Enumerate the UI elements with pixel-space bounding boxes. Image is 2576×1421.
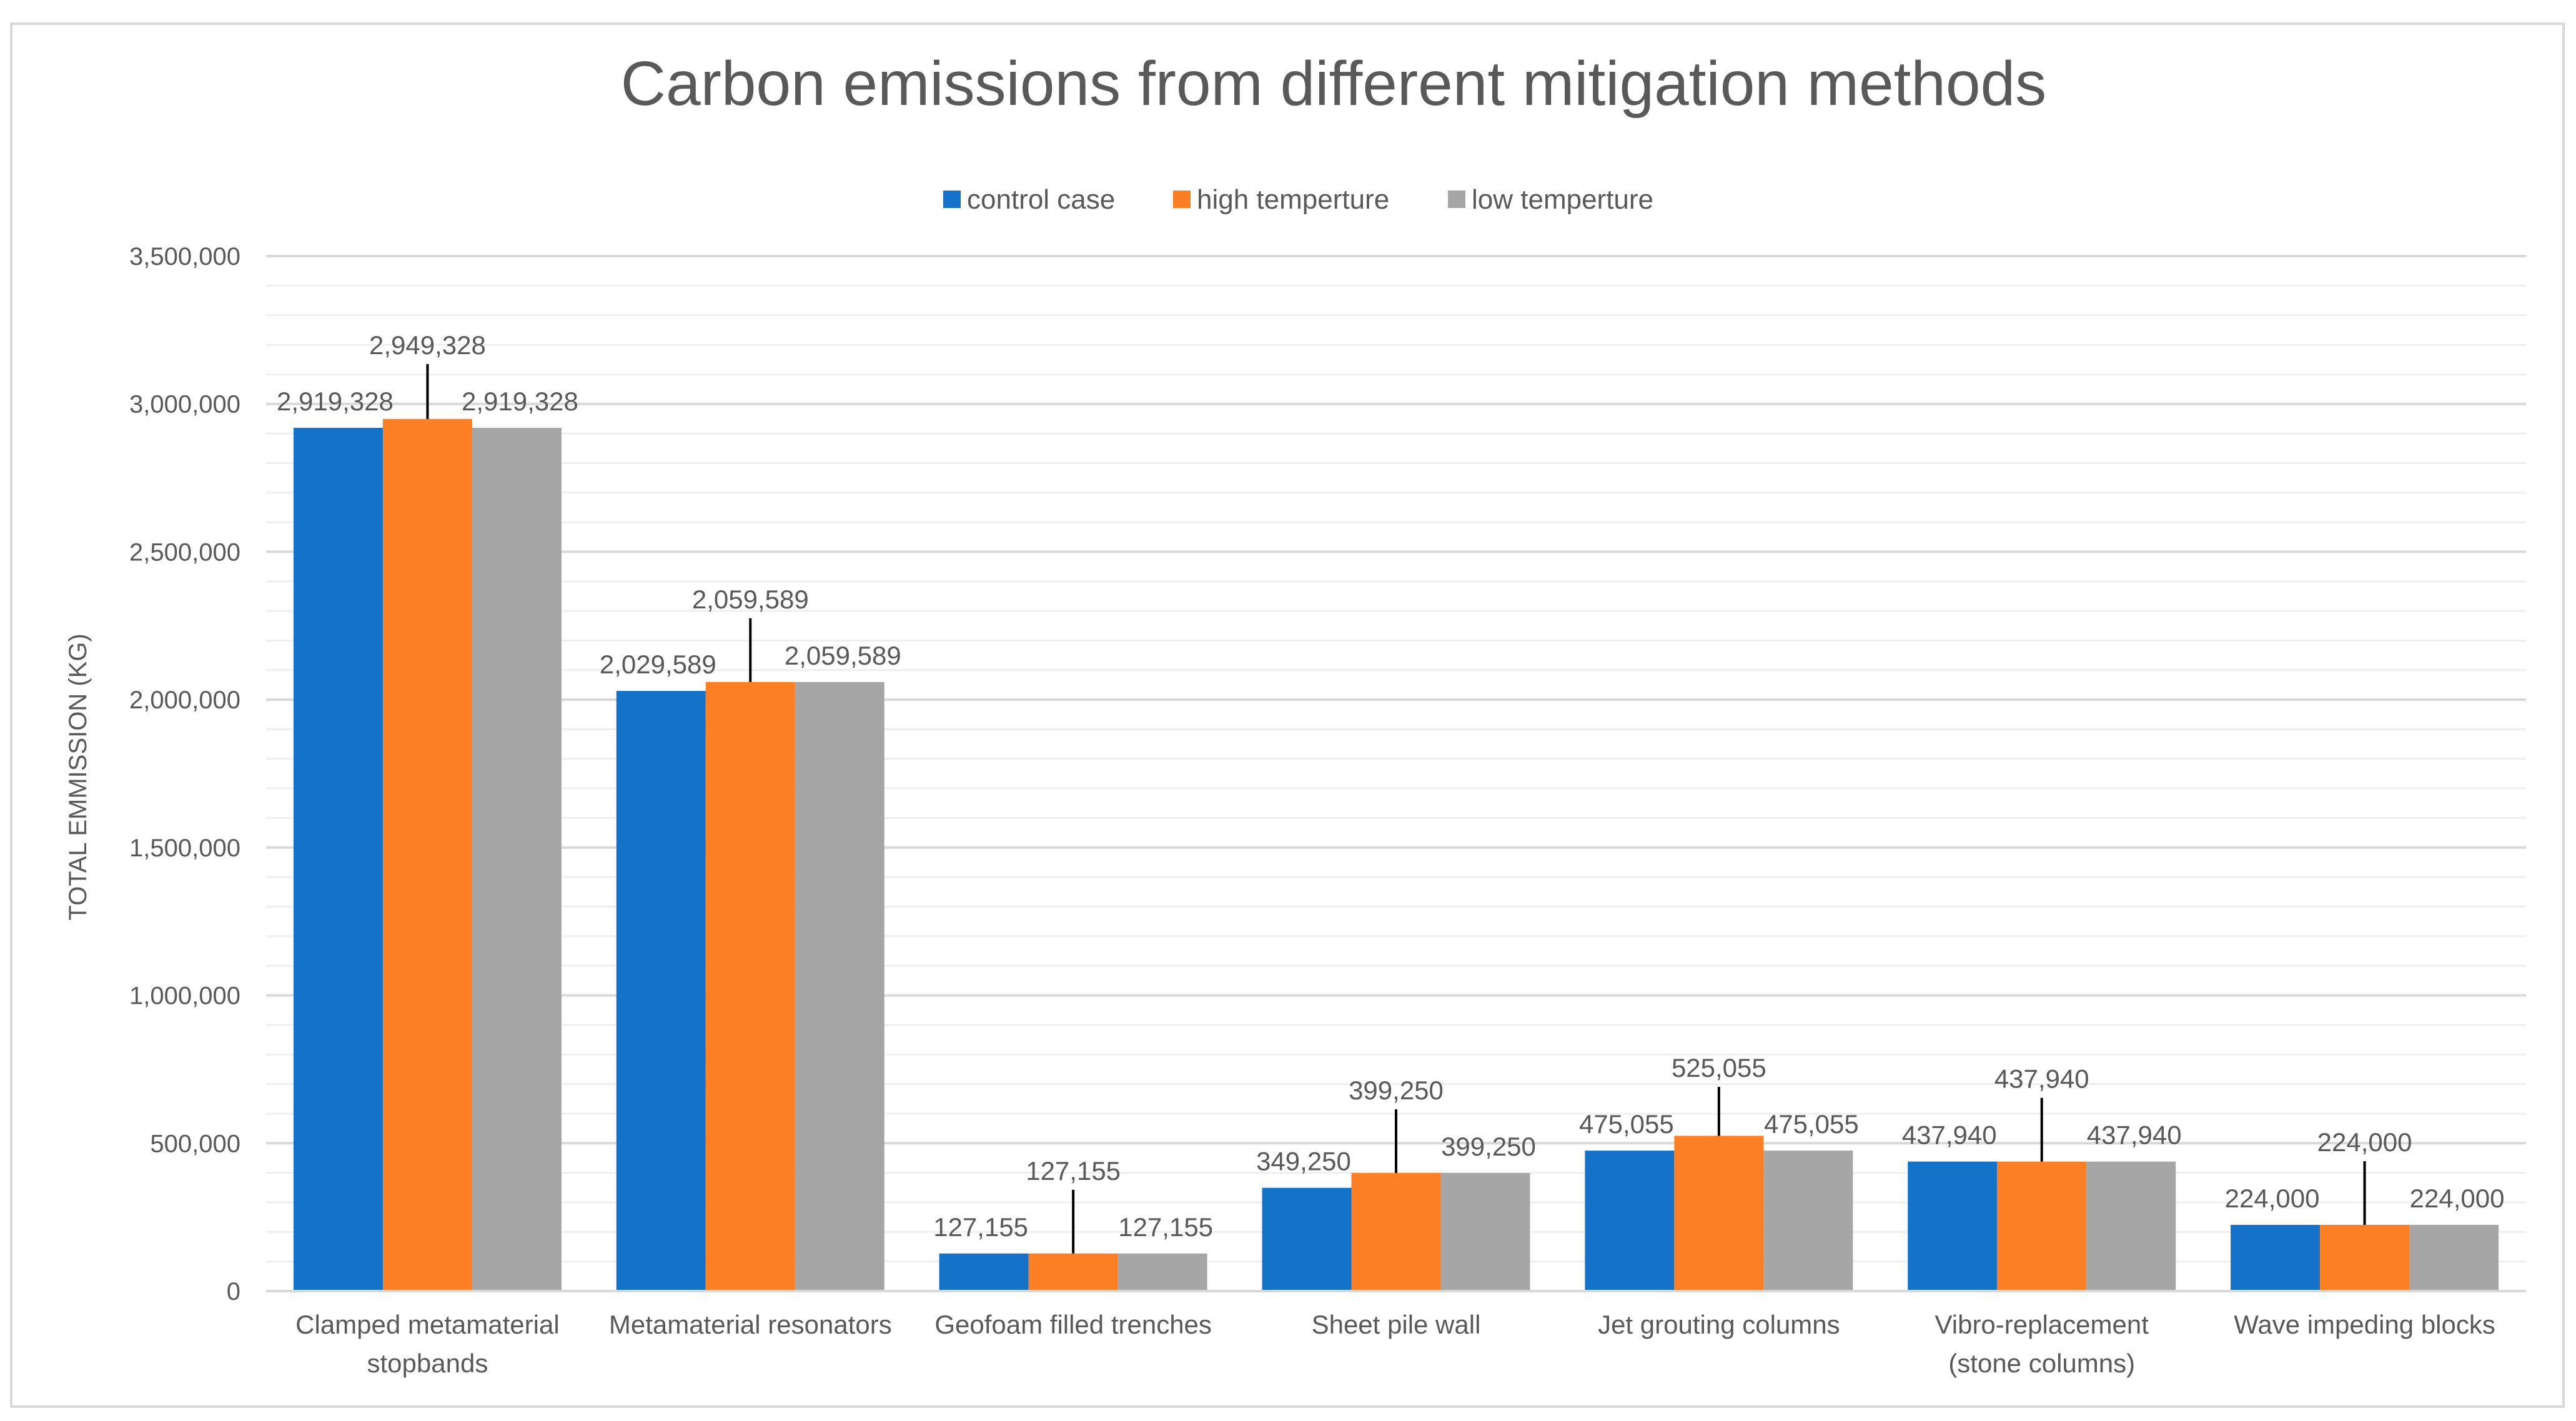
- legend-swatch: [1448, 191, 1465, 208]
- data-labels: 2,919,328 2,919,328 2,949,328 2,029,589 2,05…: [277, 330, 2504, 1242]
- bars: [293, 418, 2499, 1291]
- legend-label: high temperture: [1197, 184, 1389, 215]
- bar: [1674, 1136, 1764, 1291]
- bar: [795, 681, 884, 1291]
- bar: [2409, 1224, 2499, 1291]
- y-tick-label: 3,500,000: [129, 243, 240, 270]
- bar: [2231, 1224, 2321, 1291]
- bar: [1028, 1253, 1118, 1291]
- y-tick-label: 1,000,000: [129, 983, 240, 1010]
- y-tick-label: 2,500,000: [129, 538, 240, 566]
- legend-swatch: [943, 191, 961, 208]
- data-label: 2,059,589: [785, 641, 901, 670]
- y-tick-label: 2,000,000: [129, 686, 240, 714]
- legend-label: low temperture: [1472, 184, 1653, 215]
- y-tick-label: 0: [227, 1278, 240, 1305]
- y-axis-label: TOTAL EMMISSION (KG): [64, 633, 92, 920]
- chart-title: Carbon emissions from different mitigati…: [621, 49, 2047, 119]
- bar: [382, 418, 472, 1291]
- bar: [1351, 1172, 1441, 1291]
- data-label: 349,250: [1256, 1147, 1351, 1176]
- bar: [1117, 1253, 1207, 1291]
- data-label: 437,940: [1994, 1064, 2089, 1094]
- legend: control case high temperture low tempertur…: [943, 184, 1653, 215]
- bar: [616, 691, 706, 1291]
- data-label: 2,059,589: [692, 585, 809, 614]
- bar: [472, 427, 562, 1291]
- bar: [1997, 1161, 2087, 1291]
- chart: Carbon emissions from different mitigati…: [64, 49, 2526, 1378]
- data-label: 127,155: [1118, 1212, 1213, 1242]
- x-tick-label: (stone columns): [1948, 1349, 2135, 1378]
- y-tick-label: 1,500,000: [129, 834, 240, 862]
- bar: [2086, 1161, 2176, 1291]
- chart-frame: Carbon emissions from different mitigati…: [10, 22, 2565, 1408]
- data-label: 475,055: [1764, 1109, 1859, 1139]
- data-label: 224,000: [2317, 1127, 2412, 1157]
- x-tick-label: Metamaterial resonators: [609, 1310, 892, 1339]
- bar: [1262, 1187, 1352, 1291]
- data-label: 2,919,328: [462, 387, 578, 416]
- x-tick-label: Sheet pile wall: [1312, 1310, 1481, 1339]
- bar: [705, 681, 795, 1291]
- bar: [293, 427, 383, 1291]
- data-label: 127,155: [1026, 1156, 1121, 1186]
- data-label: 437,940: [2087, 1121, 2182, 1150]
- data-label: 399,250: [1441, 1132, 1536, 1161]
- x-tick-label: Clamped metamaterial: [295, 1310, 560, 1339]
- data-label: 399,250: [1349, 1076, 1444, 1105]
- y-axis-tick-labels: 0 500,000 1,000,000 1,500,000 2,000,000 2,500…: [129, 243, 240, 1305]
- data-label: 437,940: [1902, 1121, 1997, 1150]
- bar: [1908, 1161, 1998, 1291]
- data-label: 2,029,589: [600, 650, 716, 679]
- y-tick-label: 500,000: [150, 1130, 240, 1157]
- x-tick-label: stopbands: [367, 1349, 488, 1378]
- data-label: 127,155: [933, 1212, 1028, 1242]
- data-label: 224,000: [2410, 1184, 2505, 1213]
- y-tick-label: 3,000,000: [129, 391, 240, 418]
- legend-swatch: [1173, 191, 1191, 208]
- bar: [1585, 1151, 1675, 1291]
- data-label: 525,055: [1672, 1053, 1766, 1082]
- major-gridlines: [266, 255, 2526, 1145]
- x-tick-label: Wave impeding blocks: [2234, 1310, 2495, 1339]
- bar: [1440, 1172, 1530, 1291]
- data-label: 2,949,328: [369, 330, 486, 360]
- legend-label: control case: [967, 184, 1115, 215]
- data-label: 224,000: [2225, 1184, 2320, 1213]
- bar: [2320, 1224, 2410, 1291]
- bar: [939, 1253, 1029, 1291]
- data-label: 475,055: [1579, 1109, 1674, 1139]
- x-axis-tick-labels: Clamped metamaterial stopbands Metamateria…: [295, 1310, 2495, 1378]
- x-tick-label: Vibro-replacement: [1935, 1310, 2149, 1339]
- bar: [1763, 1151, 1853, 1291]
- data-label: 2,919,328: [277, 387, 394, 416]
- x-tick-label: Geofoam filled trenches: [934, 1310, 1212, 1339]
- data-label-leader-lines: [426, 364, 2366, 1254]
- x-tick-label: Jet grouting columns: [1598, 1310, 1840, 1339]
